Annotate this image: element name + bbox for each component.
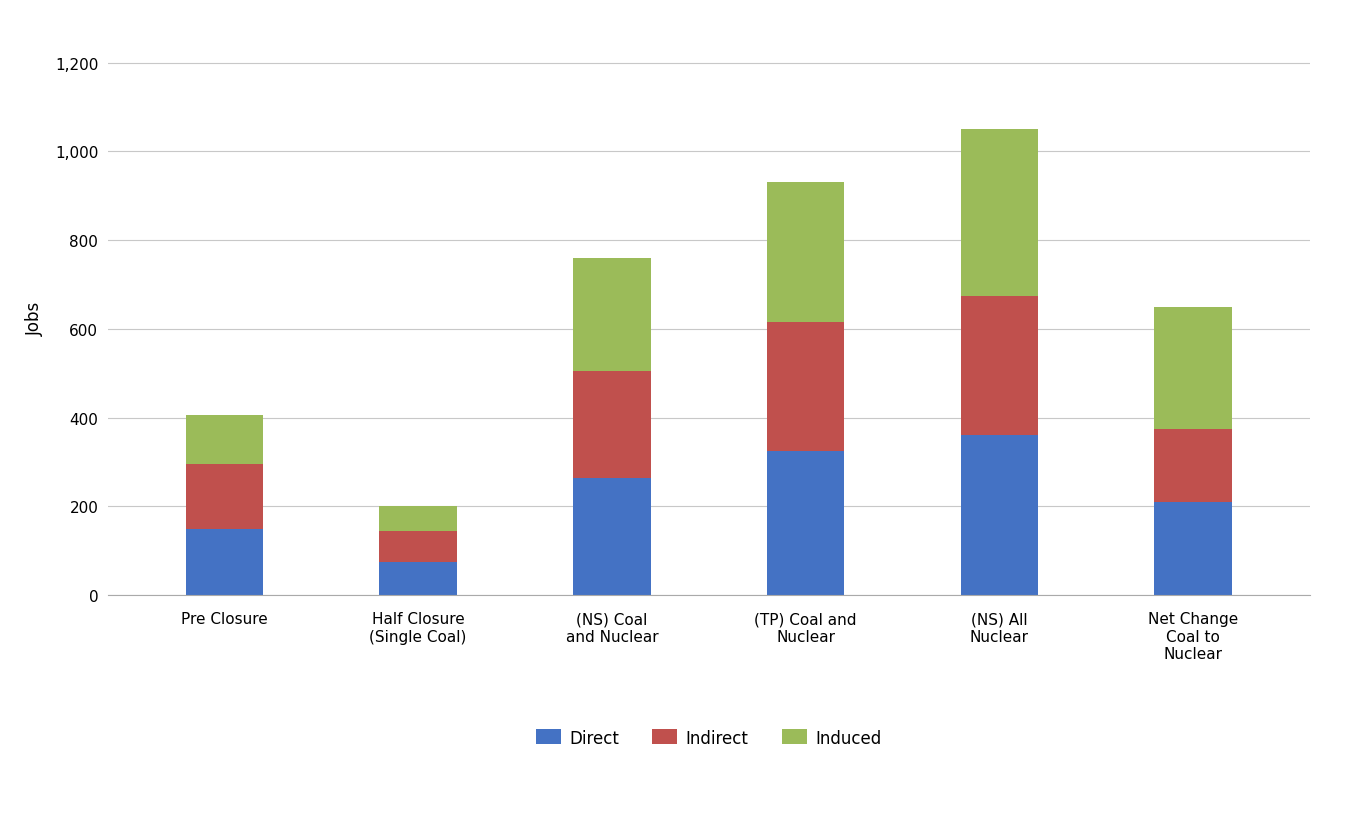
Bar	[1154, 308, 1233, 429]
Bar	[767, 452, 844, 595]
Bar	[1154, 429, 1233, 502]
Bar	[767, 184, 844, 323]
Bar	[379, 531, 456, 562]
Y-axis label: Jobs: Jobs	[26, 301, 43, 336]
Bar	[961, 436, 1038, 595]
Bar	[379, 507, 456, 531]
Legend: Direct, Indirect, Induced: Direct, Indirect, Induced	[529, 722, 888, 753]
Bar	[767, 323, 844, 452]
Bar	[185, 465, 263, 529]
Bar	[574, 259, 651, 371]
Bar	[1154, 502, 1233, 595]
Bar	[185, 529, 263, 595]
Bar	[185, 416, 263, 465]
Bar	[574, 478, 651, 595]
Bar	[961, 296, 1038, 436]
Bar	[379, 562, 456, 595]
Bar	[574, 371, 651, 478]
Bar	[961, 130, 1038, 296]
